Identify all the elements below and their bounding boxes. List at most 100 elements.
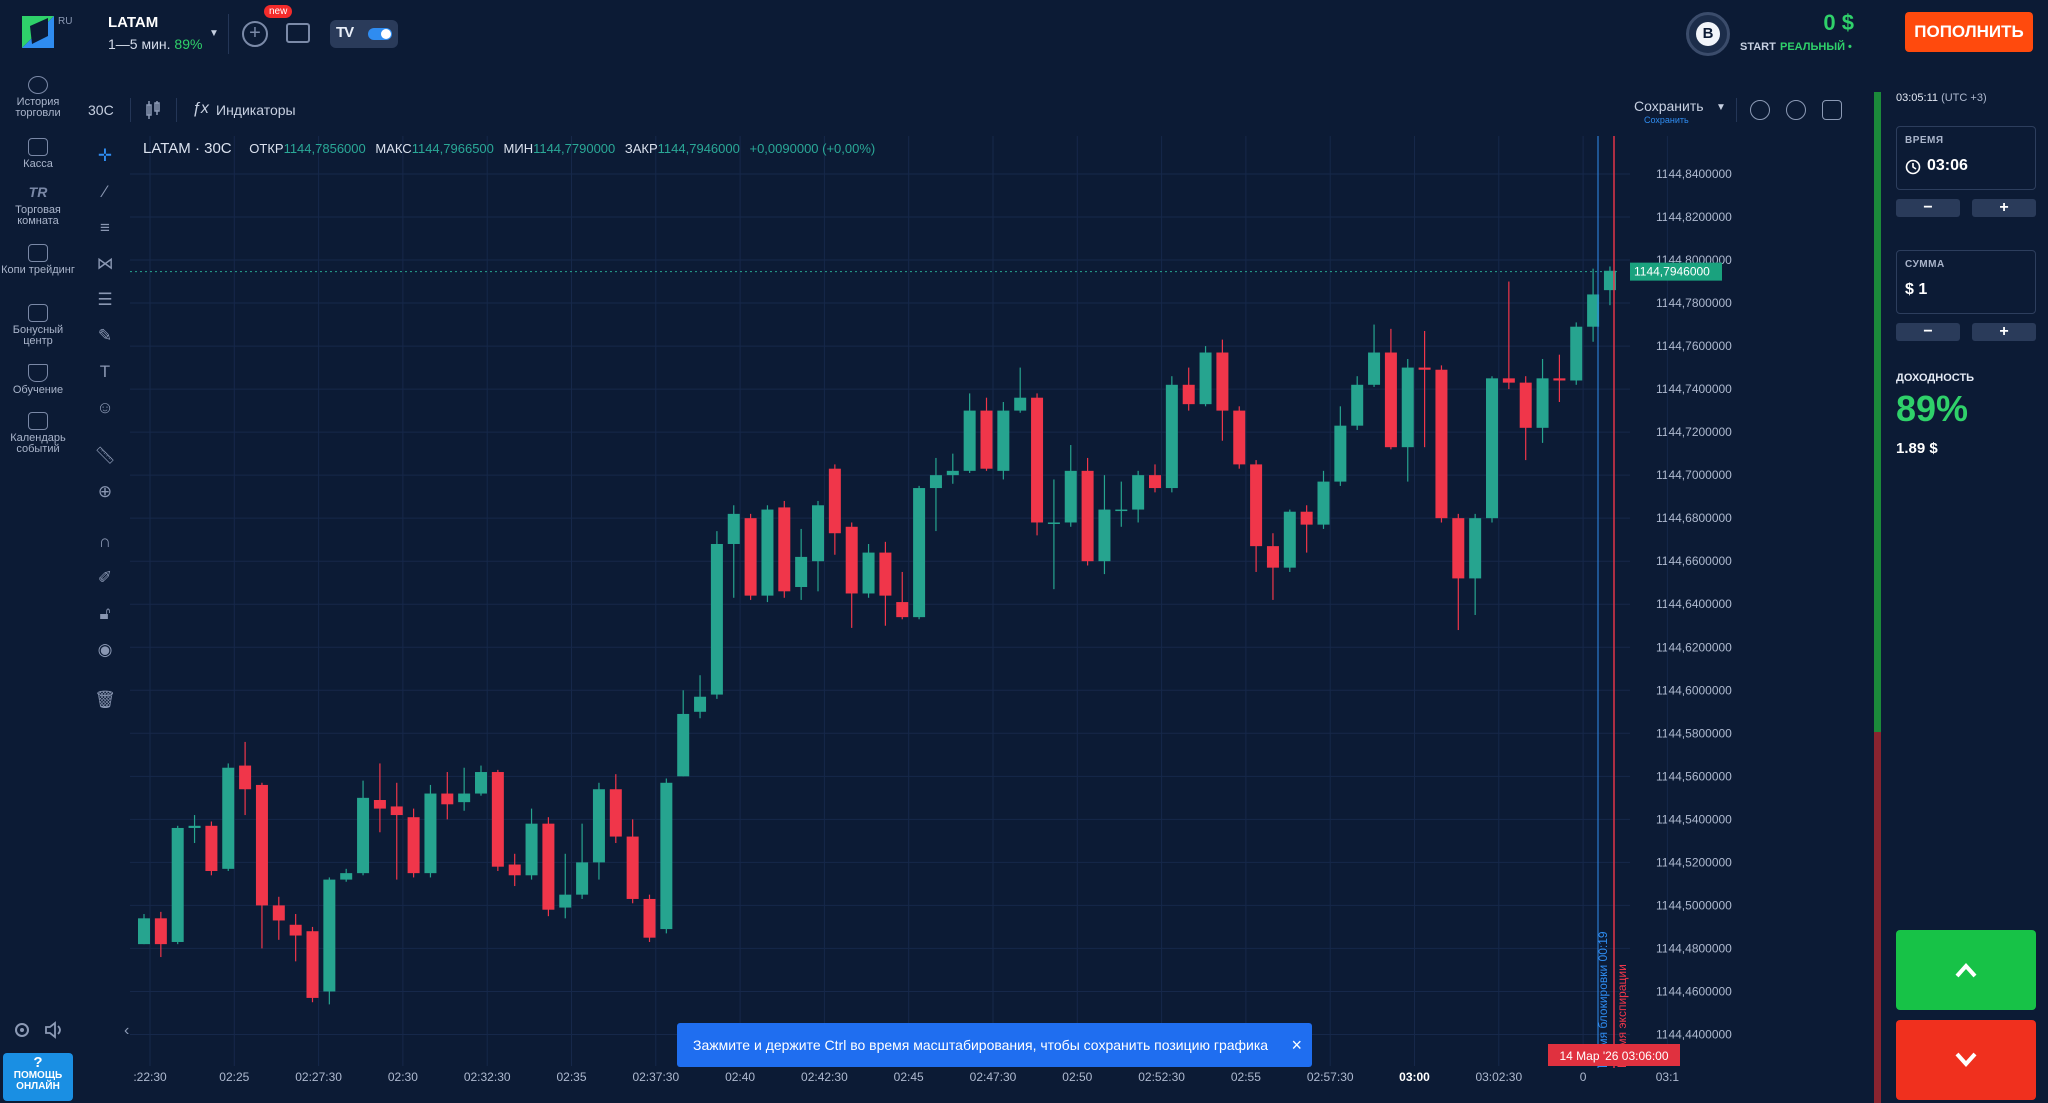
candle-body [542, 823, 555, 910]
time-value[interactable]: 03:06 [1927, 157, 1968, 174]
candle-body [525, 823, 538, 876]
candle-body [1266, 546, 1279, 568]
indicators-icon[interactable]: ƒx [192, 100, 209, 117]
candle-body [441, 793, 454, 805]
chart-layout-button[interactable] [286, 23, 310, 43]
sell-down-button[interactable] [1896, 1020, 2036, 1100]
trash-icon[interactable]: 🗑︎ [94, 690, 116, 709]
calendar-icon [28, 412, 48, 430]
pattern-icon[interactable]: ⋈ [96, 254, 114, 273]
candle-body [1233, 410, 1246, 465]
sidebar-item-calendar[interactable]: Календарь событий [0, 412, 76, 455]
candle-body [1519, 382, 1532, 428]
magnet-icon[interactable]: ∩ [98, 532, 112, 551]
unlock-icon[interactable]: 🔓︎ [99, 604, 111, 623]
candle-body [609, 789, 622, 837]
y-tick-label: 1144,6400000 [1656, 597, 1732, 611]
candle-body [1132, 475, 1145, 510]
candle-body [761, 509, 774, 596]
clock-time: 03:05:11 [1896, 92, 1939, 104]
sidebar-item-copy-trading[interactable]: Копи трейдинг [0, 244, 76, 276]
close-icon[interactable]: × [1291, 1035, 1302, 1055]
amount-field[interactable]: СУММА $ 1 [1896, 250, 2036, 314]
legend-close-label: ЗАКР [624, 141, 658, 156]
tradingview-toggle[interactable]: TV [330, 20, 398, 48]
divider [176, 98, 177, 122]
candle-body [458, 793, 471, 803]
settings-icon[interactable] [1786, 100, 1806, 120]
x-tick-label: 02:55 [1231, 1070, 1261, 1081]
current-price-badge [1630, 262, 1722, 281]
save-dropdown-caret-icon[interactable]: ▼ [1716, 102, 1726, 113]
emoji-icon[interactable]: ☺ [96, 398, 114, 417]
hide-icon[interactable]: ◉ [97, 640, 113, 659]
sidebar-item-education[interactable]: Обучение [0, 364, 76, 396]
candle-body [508, 864, 521, 876]
amount-value[interactable]: $ 1 [1905, 281, 1928, 298]
indicators-button[interactable]: Индикаторы [216, 102, 296, 118]
camera-icon[interactable] [1822, 100, 1842, 120]
x-tick-label: 02:42:30 [801, 1070, 848, 1081]
legend-close: 1144,7946000 [657, 141, 740, 156]
price-chart[interactable]: 1144,8400000 1144,8200000 1144,8000000 1144… [130, 136, 1750, 1081]
asset-dropdown-caret-icon[interactable]: ▼ [209, 28, 219, 39]
y-tick-label: 1144,7800000 [1656, 296, 1732, 310]
sidebar-item-bonus[interactable]: Бонусный центр [0, 304, 76, 347]
trend-line-icon[interactable]: ⁄ [103, 182, 107, 201]
time-field[interactable]: ВРЕМЯ 03:06 [1896, 126, 2036, 190]
crosshair-icon[interactable]: ✛ [97, 146, 113, 165]
add-chart-button[interactable]: + [242, 21, 268, 47]
y-tick-label: 1144,7400000 [1656, 382, 1732, 396]
settings-icon[interactable] [12, 1020, 32, 1040]
candle-body [1384, 352, 1397, 448]
candle-body [222, 767, 235, 869]
lock-drawing-icon[interactable]: ✐ [97, 568, 113, 587]
buy-up-button[interactable] [1896, 930, 2036, 1010]
sidebar-item-history[interactable]: История торговли [0, 76, 76, 119]
quick-search-icon[interactable] [1750, 100, 1770, 120]
candle-body [576, 862, 589, 895]
text-icon[interactable]: T [99, 362, 111, 381]
candle-type-icon[interactable] [144, 100, 162, 120]
expiry-time-label: Время экспирации [1615, 964, 1629, 1068]
zoom-in-icon[interactable]: ⊕ [97, 482, 113, 501]
trade-panel: 03:05:11 (UTC +3) ВРЕМЯ 03:06 − + СУММА … [1874, 66, 2048, 1103]
deposit-button[interactable]: ПОПОЛНИТЬ [1905, 12, 2033, 52]
sidebar-item-label: Торговая комната [15, 204, 61, 227]
balance[interactable]: 0 $ [1823, 10, 1854, 35]
candle-body [138, 918, 150, 945]
collapse-toolbar-icon[interactable]: ‹ [124, 1022, 130, 1039]
amount-minus-button[interactable]: − [1896, 323, 1960, 341]
avatar[interactable]: B [1686, 12, 1730, 56]
candle-body [963, 410, 976, 471]
candle-body [643, 898, 656, 938]
help-online-button[interactable]: ? ПОМОЩЬ ОНЛАЙН [3, 1053, 73, 1101]
chart-canvas[interactable]: 1144,84000001144,82000001144,80000001144… [130, 136, 1750, 1081]
asset-subtitle[interactable]: 1—5 мин. 89% [108, 36, 202, 52]
candle-body [1418, 367, 1431, 370]
trading-room-icon: TR [28, 184, 48, 200]
sound-icon[interactable] [44, 1020, 66, 1040]
timeframe-button[interactable]: 30C [88, 102, 114, 118]
account-type[interactable]: РЕАЛЬНЫЙ • [1780, 41, 1852, 53]
time-minus-button[interactable]: − [1896, 199, 1960, 217]
time-plus-button[interactable]: + [1972, 199, 2036, 217]
brush-icon[interactable]: ✎ [97, 326, 113, 345]
chart-legend: LATAM · 30C ОТКР1144,7856000 МАКС1144,79… [143, 140, 875, 157]
candle-body [845, 526, 858, 594]
candle-body [694, 696, 707, 712]
ruler-icon[interactable]: 📏︎ [94, 446, 116, 465]
candle-body [592, 789, 605, 863]
save-layout-button[interactable]: Сохранить [1634, 98, 1704, 114]
sidebar-item-cashier[interactable]: Касса [0, 138, 76, 170]
y-tick-label: 1144,7600000 [1656, 339, 1732, 353]
fib-icon[interactable]: ☰ [97, 290, 113, 309]
sidebar-item-trading-room[interactable]: TR Торговая комната [0, 184, 76, 227]
x-tick-label: 03:02:30 [1475, 1070, 1522, 1081]
time-progress-strip [1874, 92, 1881, 1103]
candle-body [289, 924, 302, 936]
amount-plus-button[interactable]: + [1972, 323, 2036, 341]
logo-icon[interactable] [20, 14, 56, 50]
asset-name[interactable]: LATAM [108, 14, 159, 31]
horizontal-lines-icon[interactable]: ≡ [100, 218, 110, 237]
